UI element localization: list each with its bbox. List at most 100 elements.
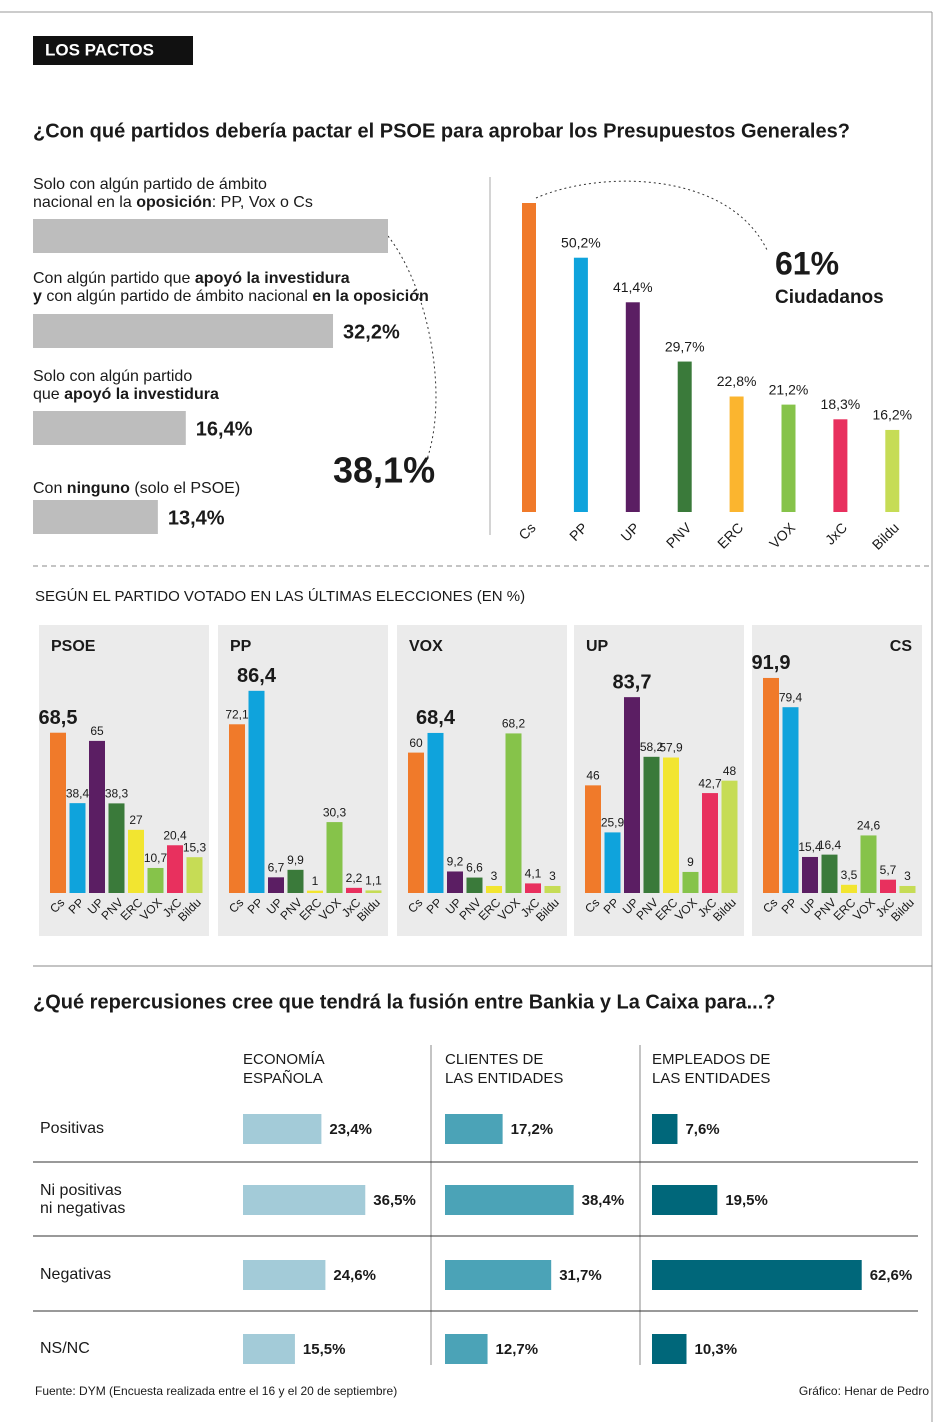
value-label: 22,8% <box>717 373 757 389</box>
value-label: 6,7 <box>268 860 285 874</box>
bar <box>652 1114 678 1144</box>
bar <box>186 857 203 893</box>
panel-title: UP <box>586 638 609 655</box>
bar <box>585 785 601 893</box>
value-label: 15,4 <box>798 840 822 854</box>
text-part: Solo con algún partido de ámbito <box>33 176 267 193</box>
callout-label: Ciudadanos <box>775 287 884 308</box>
bar <box>307 890 323 893</box>
bar <box>167 845 183 893</box>
value-label: 23,4% <box>329 1121 372 1138</box>
option-label: Solo con algún partido que apoyó la inves… <box>33 368 219 403</box>
value-label: 32,2% <box>343 321 400 343</box>
value-label: 27 <box>129 813 143 827</box>
value-label: 36,5% <box>373 1192 416 1209</box>
bar <box>624 697 640 893</box>
bar <box>268 877 284 893</box>
bar <box>860 835 877 893</box>
category-label: PP <box>566 519 591 544</box>
bar <box>287 869 304 893</box>
question-title: ¿Con qué partidos debería pactar el PSOE… <box>33 120 850 142</box>
panel-title: VOX <box>409 638 443 655</box>
bar <box>243 1185 366 1215</box>
category-label: Bildu <box>869 519 902 552</box>
value-label: 13,4% <box>168 507 225 529</box>
bar <box>486 885 502 893</box>
bar <box>729 396 744 512</box>
value-label: 48 <box>723 764 737 778</box>
value-label: 91,9 <box>752 652 791 674</box>
bar <box>652 1334 687 1364</box>
value-label: 24,6 <box>857 819 881 833</box>
option-label: Con algún partido que apoyó la investidu… <box>33 270 429 305</box>
bar <box>677 361 692 512</box>
bar <box>243 1334 295 1364</box>
category-label: VOX <box>766 519 799 552</box>
text-part: que <box>33 386 64 403</box>
value-label: 1 <box>312 874 319 888</box>
value-label: 10,7 <box>144 851 168 865</box>
text-line: NS/NC <box>40 1340 90 1357</box>
bar <box>652 1185 718 1215</box>
text-line: LAS ENTIDADES <box>445 1070 563 1087</box>
value-label: 42,7 <box>698 776 722 790</box>
bar <box>544 885 561 893</box>
bar <box>33 411 186 445</box>
bar <box>652 1260 862 1290</box>
value-label: 9 <box>687 855 694 869</box>
value-label: 79,4 <box>779 690 803 704</box>
text-part: apoyó la investidura <box>64 386 219 403</box>
value-label: 18,3% <box>821 396 861 412</box>
value-label: 20,4 <box>163 828 187 842</box>
bar <box>243 1260 326 1290</box>
text-line: Negativas <box>40 1266 111 1283</box>
bar <box>89 740 105 893</box>
column-header: EMPLEADOS DE LAS ENTIDADES <box>652 1051 770 1087</box>
text-line: LAS ENTIDADES <box>652 1070 770 1087</box>
tag-background <box>33 36 193 65</box>
column-header: ECONOMÍA ESPAÑOLA <box>243 1051 325 1087</box>
column-header: CLIENTES DE LAS ENTIDADES <box>445 1051 563 1087</box>
bar <box>821 854 838 893</box>
bar <box>802 856 818 893</box>
text-part: Con algún partido que <box>33 270 195 287</box>
value-label: 57,9 <box>659 741 683 755</box>
category-label: JxC <box>822 519 850 547</box>
text-part: en la oposición <box>312 288 428 305</box>
value-label: 72,1 <box>225 707 249 721</box>
value-label: 38,3 <box>105 787 129 801</box>
value-label: 3 <box>491 869 498 883</box>
value-label: 9,9 <box>287 853 304 867</box>
value-label: 9,2 <box>447 855 464 869</box>
text-line: ni negativas <box>40 1200 125 1217</box>
value-label: 68,2 <box>502 717 526 731</box>
bar <box>427 732 444 893</box>
tag: LOS PACTOS <box>45 40 154 59</box>
category-label: PNV <box>663 519 695 551</box>
value-label: 46 <box>586 769 600 783</box>
value-label: 16,2% <box>872 407 912 423</box>
bar <box>50 732 66 893</box>
text-line: Positivas <box>40 1120 104 1137</box>
value-label: 68,5 <box>39 707 78 729</box>
bar <box>663 757 679 893</box>
row-label: Negativas <box>40 1266 111 1283</box>
bar <box>108 803 125 893</box>
value-label: 38,4 <box>66 786 90 800</box>
value-label: 10,3% <box>695 1341 738 1358</box>
value-label: 68,4 <box>416 707 456 729</box>
bar <box>248 690 265 893</box>
value-label: 38,4% <box>582 1192 625 1209</box>
bar <box>466 877 483 893</box>
value-label: 15,5% <box>303 1341 346 1358</box>
value-label: 30,3 <box>323 805 347 819</box>
text-part: Solo con algún partido <box>33 368 192 385</box>
text-line: EMPLEADOS DE <box>652 1051 770 1068</box>
bar <box>365 890 382 893</box>
source: Fuente: DYM (Encuesta realizada entre el… <box>35 1384 397 1398</box>
value-label: 21,2% <box>769 381 809 397</box>
bar <box>447 871 463 893</box>
value-label: 19,5% <box>725 1192 768 1209</box>
value-label: 2,2 <box>346 871 363 885</box>
